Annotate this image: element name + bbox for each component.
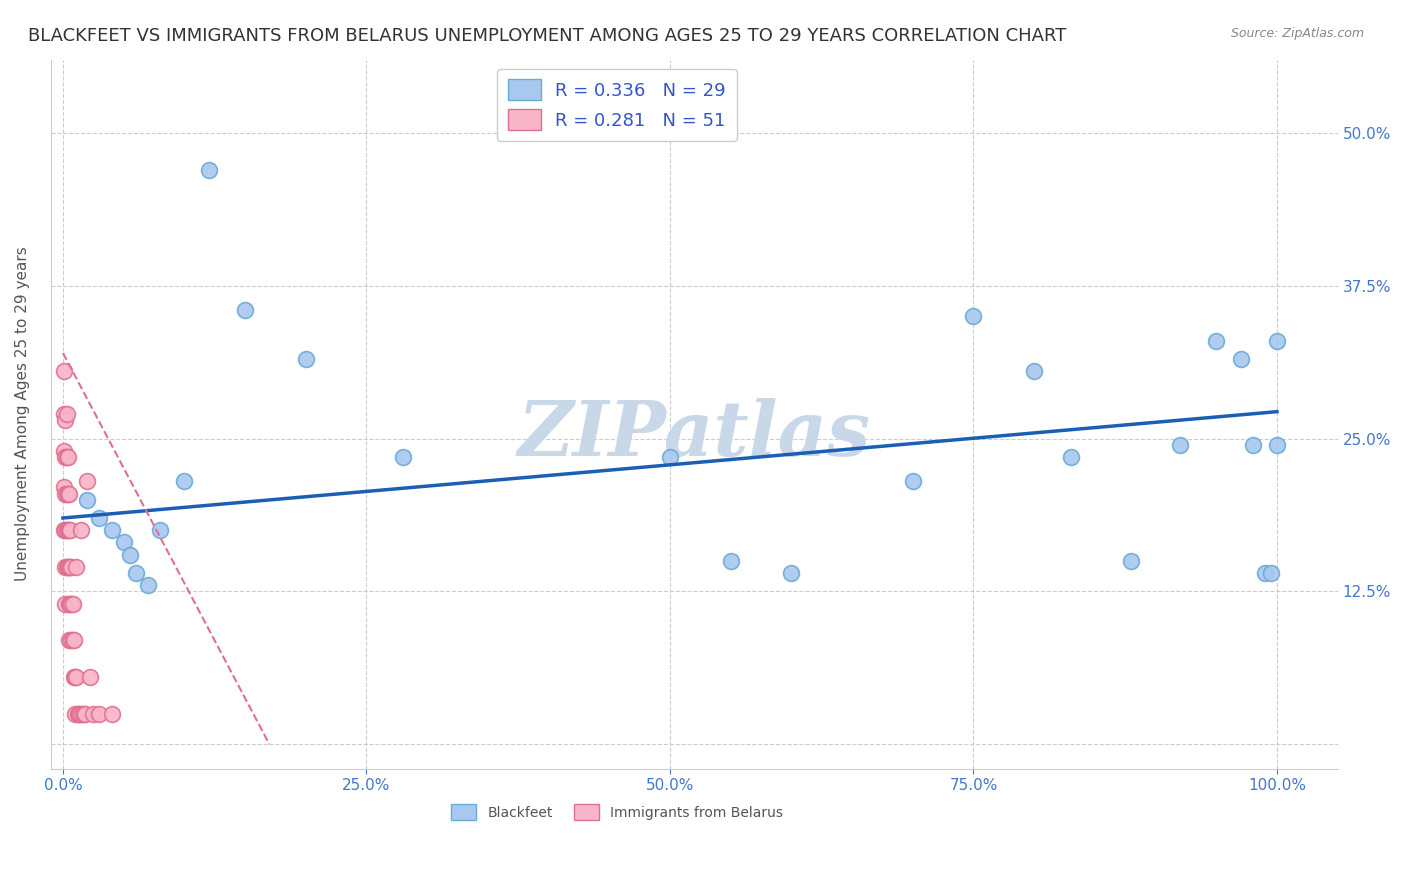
- Point: [1168, 438, 1191, 452]
- Point: [1241, 438, 1264, 452]
- Point: [55, 523, 77, 537]
- Point: [79, 670, 101, 684]
- Point: [55, 486, 77, 500]
- Point: [59, 523, 82, 537]
- Point: [53, 407, 76, 421]
- Point: [780, 566, 803, 580]
- Point: [55, 450, 77, 464]
- Point: [100, 706, 122, 721]
- Point: [63, 670, 86, 684]
- Point: [53, 443, 76, 458]
- Point: [901, 475, 924, 489]
- Point: [173, 475, 195, 489]
- Point: [65, 670, 87, 684]
- Point: [60, 560, 83, 574]
- Point: [58, 486, 80, 500]
- Point: [63, 670, 86, 684]
- Point: [59, 597, 82, 611]
- Point: [720, 554, 742, 568]
- Point: [59, 560, 82, 574]
- Point: [55, 486, 77, 500]
- Point: [63, 706, 86, 721]
- Point: [65, 560, 87, 574]
- Point: [233, 303, 256, 318]
- Point: [112, 535, 135, 549]
- Point: [55, 560, 77, 574]
- Point: [1229, 352, 1251, 367]
- Point: [76, 492, 98, 507]
- Text: ZIPatlas: ZIPatlas: [517, 399, 870, 473]
- Point: [58, 597, 80, 611]
- Point: [1121, 554, 1143, 568]
- Point: [60, 633, 83, 648]
- Y-axis label: Unemployment Among Ages 25 to 29 years: Unemployment Among Ages 25 to 29 years: [15, 247, 30, 582]
- Point: [58, 633, 80, 648]
- Point: [962, 310, 984, 324]
- Point: [1205, 334, 1227, 348]
- Point: [56, 486, 79, 500]
- Point: [1265, 334, 1288, 348]
- Point: [1059, 450, 1081, 464]
- Point: [62, 597, 84, 611]
- Point: [72, 706, 94, 721]
- Point: [55, 413, 77, 427]
- Point: [125, 566, 148, 580]
- Point: [136, 578, 159, 592]
- Point: [63, 633, 86, 648]
- Point: [89, 511, 111, 525]
- Text: BLACKFEET VS IMMIGRANTS FROM BELARUS UNEMPLOYMENT AMONG AGES 25 TO 29 YEARS CORR: BLACKFEET VS IMMIGRANTS FROM BELARUS UNE…: [28, 27, 1067, 45]
- Point: [58, 523, 80, 537]
- Point: [56, 450, 79, 464]
- Point: [62, 633, 84, 648]
- Point: [56, 523, 79, 537]
- Point: [82, 706, 104, 721]
- Point: [72, 706, 94, 721]
- Point: [56, 560, 79, 574]
- Point: [392, 450, 415, 464]
- Point: [67, 706, 90, 721]
- Point: [197, 162, 219, 177]
- Point: [149, 523, 172, 537]
- Text: Source: ZipAtlas.com: Source: ZipAtlas.com: [1230, 27, 1364, 40]
- Point: [1024, 364, 1046, 378]
- Point: [55, 523, 77, 537]
- Point: [76, 475, 98, 489]
- Point: [53, 364, 76, 378]
- Point: [70, 523, 93, 537]
- Point: [55, 450, 77, 464]
- Point: [658, 450, 681, 464]
- Point: [60, 597, 83, 611]
- Point: [55, 407, 77, 421]
- Point: [69, 706, 91, 721]
- Point: [1265, 438, 1288, 452]
- Point: [55, 560, 77, 574]
- Point: [100, 523, 122, 537]
- Legend: Blackfeet, Immigrants from Belarus: Blackfeet, Immigrants from Belarus: [446, 798, 789, 825]
- Point: [53, 523, 76, 537]
- Point: [55, 597, 77, 611]
- Point: [73, 706, 96, 721]
- Point: [118, 548, 141, 562]
- Point: [1254, 566, 1277, 580]
- Point: [66, 706, 89, 721]
- Point: [53, 480, 76, 494]
- Point: [294, 352, 316, 367]
- Point: [89, 706, 111, 721]
- Point: [58, 560, 80, 574]
- Point: [1260, 566, 1282, 580]
